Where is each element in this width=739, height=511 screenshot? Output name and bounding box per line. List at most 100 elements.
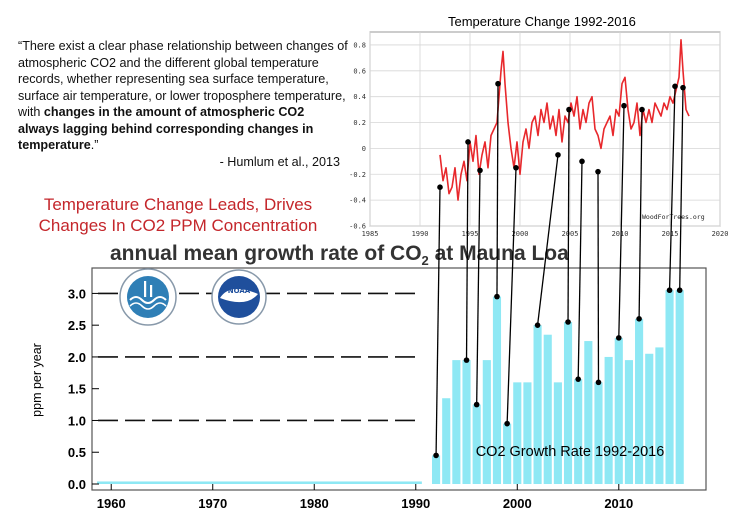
temperature-y-tick-label: 0.8 [353, 41, 366, 49]
co2-marker-dot [575, 376, 581, 382]
co2-y-tick-label: 1.5 [68, 382, 86, 397]
co2-marker-dot [615, 335, 622, 341]
co2-bar [472, 404, 481, 484]
temperature-axes: 1985 1990 1995 2000 2005 2010 2015 2020 -0.6 -0.4… [349, 41, 728, 238]
temperature-x-tick-label: 2015 [662, 230, 679, 238]
temperature-y-tick-label: 0 [362, 145, 366, 153]
lag-connector-line [577, 161, 583, 380]
quote-text-part2: . [90, 138, 95, 152]
co2-marker-dot [494, 293, 500, 300]
quote-block: “There exist a clear phase relationship … [18, 38, 348, 170]
co2-y-tick-label: 0.0 [68, 477, 86, 492]
co2-x-tick-label: 1960 [97, 496, 126, 511]
co2-marker-dot [666, 287, 673, 294]
co2-x-tick-label: 2010 [604, 496, 633, 511]
co2-bar [584, 341, 593, 484]
temperature-marker-dot [465, 139, 471, 145]
headline-line-1: Temperature Change Leads, Drives [43, 195, 313, 214]
co2-bar [523, 382, 532, 484]
co2-chart: annual mean growth rate of CO2 at Mauna … [30, 242, 707, 511]
co2-annotation: CO2 Growth Rate 1992-2016 [476, 444, 665, 460]
co2-axes: 0.0 0.5 1.0 1.5 2.0 2.5 3.0 1960 1970 1980 1990 200… [68, 286, 633, 511]
co2-x-tick-label: 1970 [198, 496, 227, 511]
temperature-x-tick-label: 2010 [612, 230, 629, 238]
lag-connector-line [679, 87, 684, 291]
co2-bar [462, 360, 471, 484]
co2-bar [442, 398, 451, 484]
temperature-chart-title: Temperature Change 1992-2016 [448, 14, 636, 29]
temperature-marker-dot [621, 102, 627, 109]
co2-marker-dot [504, 420, 510, 427]
temperature-x-tick-label: 2000 [512, 230, 529, 238]
lag-connector-lines [433, 80, 686, 459]
co2-bar [635, 318, 644, 484]
temperature-marker-dot [566, 106, 572, 113]
co2-marker-dot [595, 379, 602, 386]
lag-connector-line [668, 86, 676, 291]
co2-baseline-strip [97, 481, 422, 484]
lag-connector-line [435, 187, 441, 456]
lag-connector-line [465, 141, 469, 361]
co2-bar [594, 382, 603, 484]
temperature-marker-dot [437, 184, 443, 190]
temperature-y-tick-label: -0.6 [349, 223, 366, 231]
temperature-x-tick-label: 1995 [462, 230, 479, 238]
quote-text-bold: changes in the amount of atmospheric CO2… [18, 105, 314, 152]
co2-bar [543, 334, 552, 484]
noaa-esrl-logo-icon [119, 268, 177, 326]
temperature-marker-dot [680, 84, 686, 91]
temperature-x-tick-label: 1990 [412, 230, 429, 238]
co2-y-tick-label: 2.0 [68, 350, 86, 365]
temperature-y-tick-label: -0.2 [349, 171, 366, 179]
quote-attribution: - Humlum et al., 2013 [219, 154, 340, 169]
co2-marker-dot [433, 452, 439, 459]
co2-bar [665, 290, 674, 484]
co2-y-tick-label: 0.5 [68, 445, 86, 460]
co2-bar [503, 423, 512, 484]
temperature-x-tick-label: 2005 [562, 230, 579, 238]
quote-open-mark: “ [18, 39, 23, 53]
temperature-chart: 1985 1990 1995 2000 2005 2010 2015 2020 -0.6 -0.4… [349, 14, 728, 238]
temperature-marker-dot [495, 80, 501, 87]
co2-bar [482, 360, 491, 484]
co2-y-tick-label: 2.5 [68, 318, 86, 333]
co2-bar [574, 379, 583, 484]
lag-connector-line [496, 83, 499, 297]
co2-bar [675, 290, 684, 484]
lag-connector-line [536, 154, 559, 326]
quote-close-mark: ” [94, 138, 99, 152]
quote-text-part1: There exist a clear phase relationship b… [18, 39, 348, 119]
co2-y-axis-label: ppm per year [30, 343, 44, 417]
co2-bar [645, 353, 654, 484]
co2-marker-dot [534, 322, 541, 328]
temperature-y-tick-label: 0.6 [353, 67, 366, 75]
co2-bar [533, 325, 542, 484]
co2-bar [604, 356, 613, 484]
co2-bar [614, 337, 623, 484]
co2-marker-dot [676, 287, 683, 294]
temperature-plot-area [369, 31, 721, 227]
co2-plot-area [91, 267, 707, 491]
temperature-y-tick-label: -0.4 [349, 197, 366, 205]
temperature-marker-dot [555, 152, 561, 158]
co2-bar [624, 360, 634, 484]
lag-connector-line [567, 109, 570, 323]
lag-connector-line [638, 109, 643, 319]
temperature-marker-dot [579, 158, 585, 165]
co2-marker-dot [565, 319, 571, 325]
lag-connector-line [476, 170, 481, 405]
temperature-x-tick-label: 1985 [362, 230, 379, 238]
temperature-y-tick-label: 0.4 [353, 93, 366, 101]
co2-marker-dot [463, 357, 470, 363]
temperature-marker-dot [595, 168, 601, 175]
co2-bar [655, 347, 664, 484]
temperature-watermark: WoodForTrees.org [642, 213, 705, 221]
temperature-x-tick-label: 2020 [712, 230, 729, 238]
co2-x-tick-label: 1980 [300, 496, 329, 511]
temperature-grid [369, 32, 721, 227]
temperature-marker-dot [477, 167, 483, 174]
headline-line-2: Changes In CO2 PPM Concentration [38, 216, 318, 235]
co2-bar [492, 296, 502, 484]
headline: Temperature Change Leads, Drives Changes… [8, 194, 348, 236]
